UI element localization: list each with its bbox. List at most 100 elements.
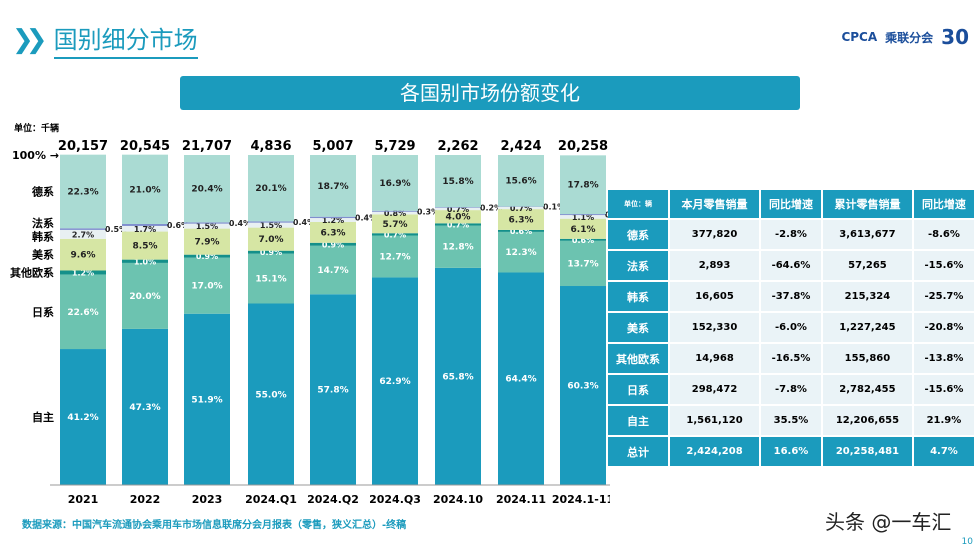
data-label: 0.4%	[355, 213, 377, 222]
table-cell: -13.8%	[913, 344, 974, 373]
page-number: 10	[961, 537, 973, 547]
data-label: 0.9%	[260, 248, 282, 257]
bar-segment	[498, 155, 544, 207]
total-label: 2,424	[500, 139, 541, 154]
total-label: 5,007	[312, 139, 353, 154]
table-cell: 1,561,120	[670, 406, 759, 435]
data-label: 51.9%	[191, 395, 222, 405]
data-label: 0.6%	[572, 236, 594, 245]
bar-segment	[60, 349, 106, 485]
bar-segment	[372, 233, 418, 236]
data-label: 16.9%	[379, 179, 410, 189]
logo-text: CPCA	[841, 30, 878, 44]
bar-segment	[372, 214, 418, 234]
data-label: 0.2%	[480, 203, 502, 212]
data-label: 15.6%	[505, 177, 536, 187]
table-header: 累计零售销量	[823, 190, 912, 218]
series-label: 自主	[32, 410, 54, 424]
table-row: 韩系 16,605 -37.8% 215,324 -25.7%	[608, 282, 974, 311]
data-label: 12.3%	[505, 248, 536, 258]
data-label: 0.6%	[167, 221, 189, 230]
table-cell: -6.0%	[760, 313, 822, 342]
data-label: 20.0%	[129, 292, 160, 302]
bar-segment	[435, 207, 481, 208]
table-cell: -2.8%	[760, 220, 822, 249]
data-label: 17.0%	[191, 282, 222, 292]
table-cell: 1,227,245	[823, 313, 912, 342]
data-label: 0.6%	[510, 227, 532, 236]
data-label: 0.7%	[447, 220, 469, 229]
bar-segment	[435, 210, 481, 224]
bar-segment	[184, 228, 230, 255]
bar-segment	[60, 228, 106, 230]
total-label: 5,729	[374, 139, 415, 154]
bar-segment	[60, 238, 106, 271]
bar-segment	[560, 155, 606, 215]
table-cell: 155,860	[823, 344, 912, 373]
data-label: 8.5%	[133, 242, 158, 252]
data-label: 6.1%	[571, 225, 596, 235]
table-cell: -8.6%	[913, 220, 974, 249]
x-tick-label: 2022	[130, 493, 161, 506]
data-label: 0.4%	[229, 219, 251, 228]
bar-segment	[372, 211, 418, 215]
data-label: 15.1%	[255, 275, 286, 285]
bar-segment	[122, 231, 168, 260]
total-label: 2,262	[437, 139, 478, 154]
bar-segment	[435, 225, 481, 268]
bar-segment	[310, 245, 356, 295]
row-header: 总计	[608, 437, 669, 466]
bar-segment	[310, 216, 356, 219]
table-header: 本月零售销量	[670, 190, 759, 218]
data-label: 1.2%	[72, 268, 94, 277]
data-label: 0.7%	[510, 204, 532, 213]
data-label: 2.7%	[72, 230, 94, 239]
data-label: 1.5%	[260, 221, 282, 230]
table-row: 自主 1,561,120 35.5% 12,206,655 21.9%	[608, 406, 974, 435]
source-note: 数据来源：中国汽车流通协会乘用车市场信息联席分会月报表（零售，狭义汇总）-终稿	[22, 520, 407, 531]
data-label: 12.7%	[379, 252, 410, 262]
data-label: 1.7%	[134, 225, 156, 234]
bar-segment	[60, 274, 106, 350]
data-label: 1.5%	[196, 222, 218, 231]
x-tick-label: 2023	[192, 493, 223, 506]
data-label: 0.7%	[384, 230, 406, 239]
data-label: 20.1%	[255, 184, 286, 194]
table-row: 总计 2,424,208 16.6% 20,258,481 4.7%	[608, 437, 974, 466]
total-label: 21,707	[182, 139, 232, 154]
bar-segment	[498, 231, 544, 273]
data-label: 13.7%	[567, 259, 598, 269]
unit-label: 单位：千辆	[14, 124, 60, 134]
chart-title-banner: 各国别市场份额变化	[180, 76, 800, 110]
data-label: 20.4%	[191, 185, 222, 195]
bar-segment	[248, 227, 294, 251]
table-cell: -15.6%	[913, 375, 974, 404]
bar-segment	[560, 218, 606, 239]
row-header: 美系	[608, 313, 669, 342]
table-cell: 215,324	[823, 282, 912, 311]
data-label: 65.8%	[442, 372, 473, 382]
x-tick-label: 2024.Q2	[307, 493, 359, 506]
bar-segment	[122, 154, 168, 224]
page-title: 国别细分市场	[53, 20, 198, 59]
bar-segment	[372, 277, 418, 485]
bar-segment	[435, 223, 481, 226]
bar-segment	[560, 286, 606, 485]
table-cell: -64.6%	[760, 251, 822, 280]
bar-segment	[60, 270, 106, 275]
data-label: 0.5%	[105, 225, 127, 234]
data-label: 18.7%	[317, 182, 348, 192]
data-label: 62.9%	[379, 377, 410, 387]
bar-segment	[184, 257, 230, 314]
data-label: 22.3%	[67, 187, 98, 197]
bar-segment	[184, 222, 230, 224]
table-cell: 152,330	[670, 313, 759, 342]
total-label: 20,157	[58, 139, 108, 154]
chevron-icon: ❯❯	[12, 24, 47, 55]
row-header: 其他欧系	[608, 344, 669, 373]
row-header: 日系	[608, 375, 669, 404]
sales-table: 单位：辆 本月零售销量 同比增速 累计零售销量 同比增速 德系 377,820 -2.8% 3…	[606, 188, 976, 468]
data-label: 7.9%	[195, 238, 220, 248]
data-label: 1.0%	[134, 257, 156, 266]
table-cell: -20.8%	[913, 313, 974, 342]
